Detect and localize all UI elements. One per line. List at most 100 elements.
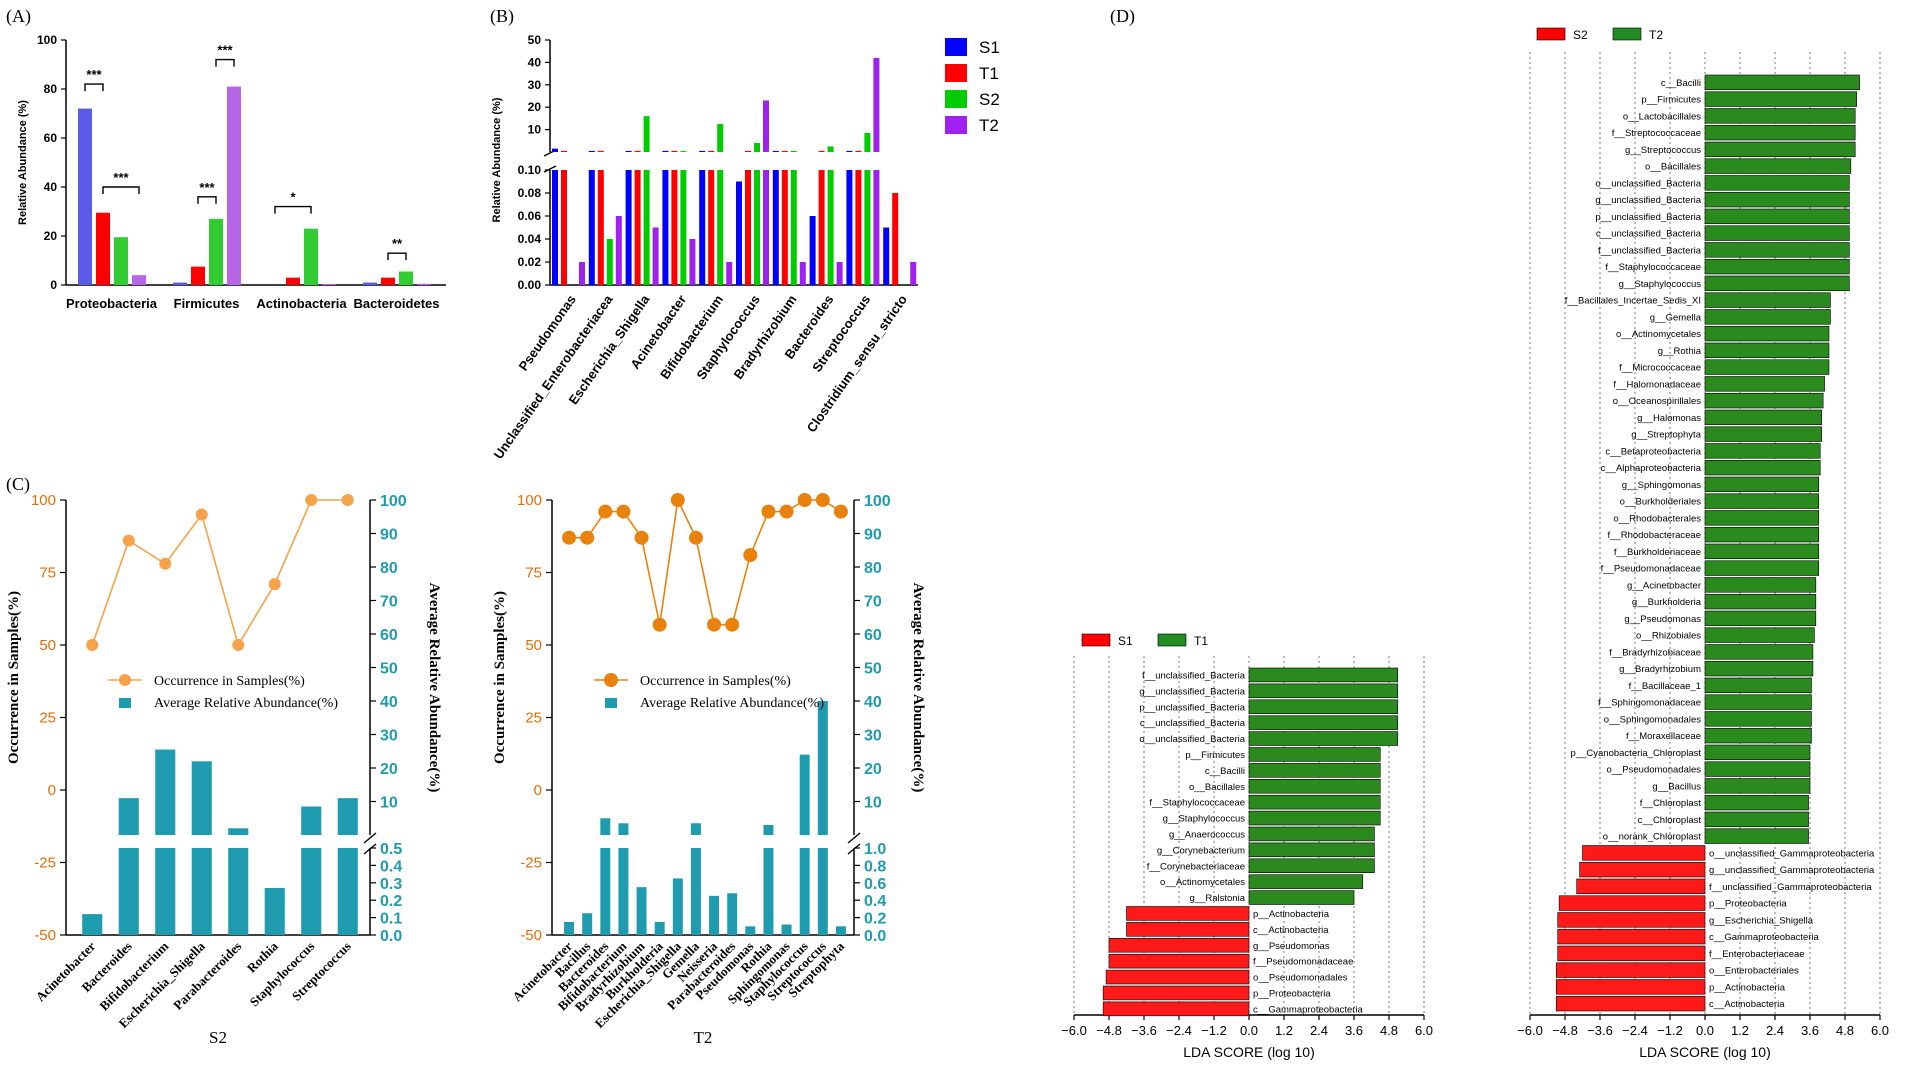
lda-label: f__Staphylococcaceae — [1149, 798, 1245, 809]
lda-label: o__Bacillales — [1645, 162, 1701, 173]
lda-label: f__Sphingomonadaceae — [1598, 698, 1701, 709]
bar-S1-upper — [846, 150, 853, 152]
significance-label: * — [290, 190, 296, 205]
bar-T1 — [781, 170, 788, 285]
chart-a: 0 20 40 60 80 100 Relative Abundance (%) Proteo… — [17, 33, 446, 311]
chart-d-s1t1: −6.0 −4.8 −3.6 −2.4 −1.2 0.0 1.2 2.4 3.6 4.8 6.0 LD… — [1061, 633, 1433, 1060]
panel-label-b: (B) — [490, 6, 514, 27]
bar-T1 — [561, 170, 567, 285]
y-tick-label: 0 — [50, 278, 57, 292]
left-tick-label: 25 — [39, 710, 56, 727]
right-tick-label: 0.1 — [380, 911, 402, 928]
bar-S2 — [754, 170, 760, 285]
occurrence-point — [616, 504, 631, 519]
bar-S1-upper — [552, 148, 558, 152]
bar-T2-upper — [873, 57, 880, 152]
x-tick-label: −3.6 — [1131, 1023, 1157, 1038]
lda-bar-positive — [1704, 761, 1811, 777]
lda-label: o__unclassified_Bacteria — [1595, 178, 1701, 189]
left-tick-label: 50 — [525, 637, 542, 654]
right-tick-label: 40 — [864, 694, 882, 711]
significance-label: *** — [113, 170, 129, 185]
lda-label: g__Staphylococcus — [1163, 814, 1246, 825]
abundance-bar — [690, 848, 701, 935]
right-tick-label: 50 — [864, 661, 882, 678]
occurrence-point — [652, 617, 667, 632]
lda-bar-positive — [1704, 359, 1830, 375]
y-tick-label: 0.10 — [518, 163, 542, 177]
lda-bar-positive — [1704, 108, 1856, 124]
lda-label: o__norank_Chloroplast — [1603, 832, 1702, 843]
lda-bar-positive — [1704, 124, 1856, 141]
legend-label-T2: T2 — [979, 116, 999, 135]
occurrence-point — [707, 617, 722, 632]
significance-label: ** — [392, 236, 403, 251]
lda-bar-positive — [1248, 763, 1381, 778]
bar-S2-upper — [790, 150, 797, 152]
lda-label: o__unclassified_Bacteria — [1139, 734, 1245, 745]
bar-T2 — [689, 239, 696, 285]
bar-T1-upper — [781, 150, 788, 152]
y-tick-label: 30 — [528, 78, 542, 92]
lda-label: g__Staphylococcus — [1619, 279, 1702, 290]
right-tick-label: 90 — [380, 527, 398, 544]
subchart-title: S2 — [209, 1028, 227, 1047]
lda-bar-positive — [1248, 858, 1375, 873]
bar-S2 — [399, 271, 413, 285]
legend-swatch — [605, 698, 617, 708]
abundance-bar — [264, 888, 285, 935]
right-tick-label: 0.0 — [864, 928, 886, 945]
chart-d-s2t2: −6.0 −4.8 −3.6 −2.4 −1.2 0.0 1.2 2.4 3.6 4.8 6.0 LD… — [1517, 27, 1889, 1060]
lda-label: o__Actinomycetales — [1616, 329, 1701, 340]
left-tick-label: 0 — [534, 782, 542, 799]
lda-label: f__unclassified_Bacteria — [1142, 670, 1246, 681]
lda-bar-positive — [1704, 510, 1820, 526]
right-tick-label: 20 — [864, 761, 882, 778]
right-tick-label: 60 — [380, 627, 398, 644]
left-tick-label: -25 — [34, 855, 56, 872]
bar-S1 — [846, 170, 853, 285]
y-tick-label: 0.04 — [518, 232, 542, 246]
lda-bar-positive — [1704, 711, 1812, 727]
legend-swatch — [119, 698, 131, 708]
lda-bar-positive — [1704, 175, 1850, 191]
x-tick-label: 2.4 — [1766, 1023, 1784, 1038]
chart-c-t2: 100 75 50 25 0 -25 -50 Occurrence in Samples(%)… — [492, 492, 926, 1047]
lda-bar-positive — [1248, 683, 1399, 699]
legend-label-T2: T2 — [1649, 28, 1663, 42]
lda-label: f__Pseudomonadaceae — [1253, 957, 1353, 968]
lda-label: g__Bradyrhizobium — [1619, 664, 1701, 675]
abundance-bar — [155, 848, 176, 935]
bar-T2 — [836, 262, 843, 285]
abundance-bar — [582, 913, 593, 935]
right-tick-label: 0.5 — [380, 841, 402, 858]
lda-label: f__Streptococcaceae — [1612, 128, 1701, 139]
bar-S2 — [114, 237, 128, 285]
lda-label: o__Lactobacillales — [1623, 111, 1701, 122]
lda-bar-positive — [1704, 325, 1830, 342]
bar-T2 — [910, 262, 917, 285]
lda-label: g__Burkholderia — [1632, 597, 1702, 608]
abundance-bar — [636, 887, 647, 935]
occurrence-point — [232, 639, 245, 651]
x-tick-label: −6.0 — [1061, 1023, 1087, 1038]
lda-label: f__Pseudomonadaceae — [1601, 564, 1701, 575]
bar-T1-upper — [597, 150, 604, 152]
occurrence-point — [268, 578, 281, 591]
left-tick-label: 100 — [31, 492, 56, 509]
lda-label: g__Sphingomonas — [1622, 480, 1701, 491]
x-tick-label: 1.2 — [1275, 1023, 1293, 1038]
lda-label: f__Micrococcaceae — [1619, 363, 1701, 374]
x-tick-label: 3.6 — [1345, 1023, 1363, 1038]
bar-T2 — [726, 262, 733, 285]
lda-bar-negative — [1557, 912, 1706, 928]
bar-S1 — [552, 170, 558, 285]
y-tick-label: 50 — [528, 33, 542, 47]
occurrence-point — [86, 639, 99, 651]
abundance-bar — [564, 921, 575, 935]
right-tick-label: 70 — [380, 594, 398, 611]
abundance-bar — [799, 848, 810, 935]
lda-label: f__Rhodobacteraceae — [1608, 530, 1702, 541]
lda-bar-positive — [1704, 158, 1852, 174]
lda-label: c__Bacilli — [1661, 78, 1701, 89]
